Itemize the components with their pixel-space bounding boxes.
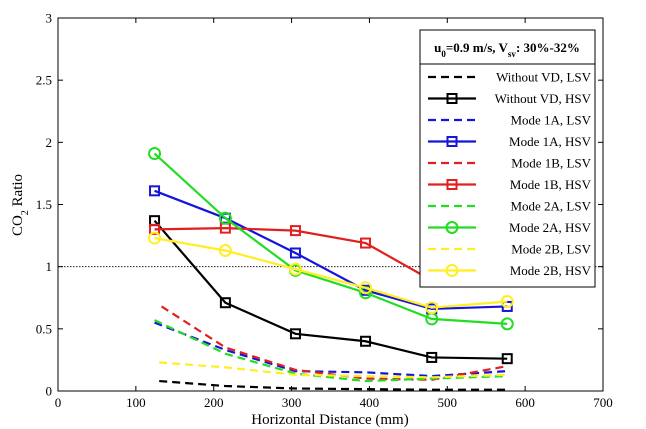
- legend-item: Mode 1A, HSV: [428, 134, 592, 149]
- legend-box: [419, 29, 596, 288]
- legend-label: Mode 2B, LSV: [511, 242, 591, 257]
- axis-ticks: 0 100 200 300 400 500 600 700 0 0.5 1 1.5 2 2.5 3: [36, 11, 613, 411]
- series-line: [153, 219, 508, 360]
- legend-label: Mode 2B, HSV: [510, 263, 592, 278]
- marker-circle: [500, 317, 514, 331]
- series-mode-2b-hsv: [148, 231, 514, 315]
- x-tick-label: 0: [55, 395, 62, 410]
- x-tick-label: 700: [593, 395, 613, 410]
- legend-label: Mode 2A, LSV: [510, 199, 591, 214]
- y-tick-label: 3: [46, 11, 53, 26]
- marker-square: [426, 351, 438, 363]
- x-tick-label: 400: [360, 395, 380, 410]
- x-tick-label: 200: [204, 395, 224, 410]
- marker-square: [446, 179, 458, 190]
- series-mode-2a-lsv: [154, 319, 508, 383]
- marker-circle: [359, 281, 373, 295]
- legend-title: u0=0.9 m/s, Vsv: 30%-32%: [434, 40, 580, 59]
- marker-circle: [445, 221, 459, 234]
- legend-item: Mode 1B, HSV: [428, 177, 592, 192]
- x-tick-label: 600: [515, 395, 535, 410]
- marker-circle: [148, 147, 162, 161]
- legend-label: Mode 1A, HSV: [509, 134, 592, 149]
- legend-item: Mode 1B, LSV: [428, 156, 592, 171]
- series-without-vd-lsv: [159, 379, 508, 391]
- y-tick-label: 0: [46, 384, 53, 399]
- legend: u0=0.9 m/s, Vsv: 30%-32% Without VD, LSV…: [419, 29, 596, 288]
- legend-items: Without VD, LSV Without VD, HSV Mode 1A, L…: [428, 70, 592, 278]
- marker-circle: [425, 301, 439, 315]
- marker-square: [149, 185, 161, 197]
- legend-item: Without VD, HSV: [428, 91, 592, 106]
- y-tick-label: 1: [46, 259, 53, 274]
- legend-label: Mode 1B, HSV: [510, 177, 592, 192]
- marker-circle: [218, 244, 232, 258]
- legend-item: Mode 2B, LSV: [428, 242, 592, 257]
- series-line: [154, 321, 508, 378]
- marker-square: [360, 237, 372, 249]
- marker-square: [360, 335, 372, 347]
- legend-item: Mode 1A, LSV: [428, 113, 592, 128]
- series-line: [159, 379, 508, 391]
- y-tick-label: 1.5: [36, 197, 52, 212]
- marker-circle: [500, 294, 514, 308]
- marker-square: [289, 225, 301, 237]
- legend-item: Mode 2B, HSV: [428, 263, 592, 278]
- legend-item: Mode 2A, HSV: [428, 220, 592, 235]
- x-tick-label: 100: [126, 395, 146, 410]
- marker-square: [446, 93, 458, 104]
- marker-square: [219, 297, 231, 309]
- y-tick-label: 2: [46, 135, 53, 150]
- y-tick-label: 0.5: [36, 321, 52, 336]
- marker-square: [501, 353, 513, 365]
- x-tick-label: 300: [282, 395, 302, 410]
- series-mode-2b-lsv: [159, 361, 508, 379]
- marker-circle: [218, 211, 232, 225]
- legend-item: Mode 2A, LSV: [428, 199, 592, 214]
- marker-circle: [148, 231, 162, 245]
- legend-label: Without VD, HSV: [495, 91, 592, 106]
- marker-circle: [288, 262, 302, 276]
- x-tick-label: 500: [438, 395, 458, 410]
- series-line: [154, 236, 508, 309]
- legend-item: Without VD, LSV: [428, 70, 592, 85]
- series-mode-1a-lsv: [154, 321, 508, 378]
- legend-label: Without VD, LSV: [496, 70, 592, 85]
- y-tick-label: 2.5: [36, 73, 52, 88]
- marker-square: [149, 223, 161, 235]
- series-group: [148, 147, 514, 391]
- series-line: [159, 361, 508, 379]
- marker-square: [289, 328, 301, 340]
- series-line: [154, 319, 508, 383]
- legend-label: Mode 1B, LSV: [511, 156, 591, 171]
- marker-square: [446, 136, 458, 147]
- y-axis-label: CO2 Ratio: [10, 174, 31, 236]
- legend-label: Mode 2A, HSV: [509, 220, 592, 235]
- series-line: [153, 152, 508, 325]
- x-axis-label: Horizontal Distance (mm): [251, 412, 408, 428]
- marker-square: [289, 247, 301, 259]
- legend-label: Mode 1A, LSV: [510, 113, 591, 128]
- marker-circle: [445, 264, 459, 277]
- series-line: [154, 189, 508, 311]
